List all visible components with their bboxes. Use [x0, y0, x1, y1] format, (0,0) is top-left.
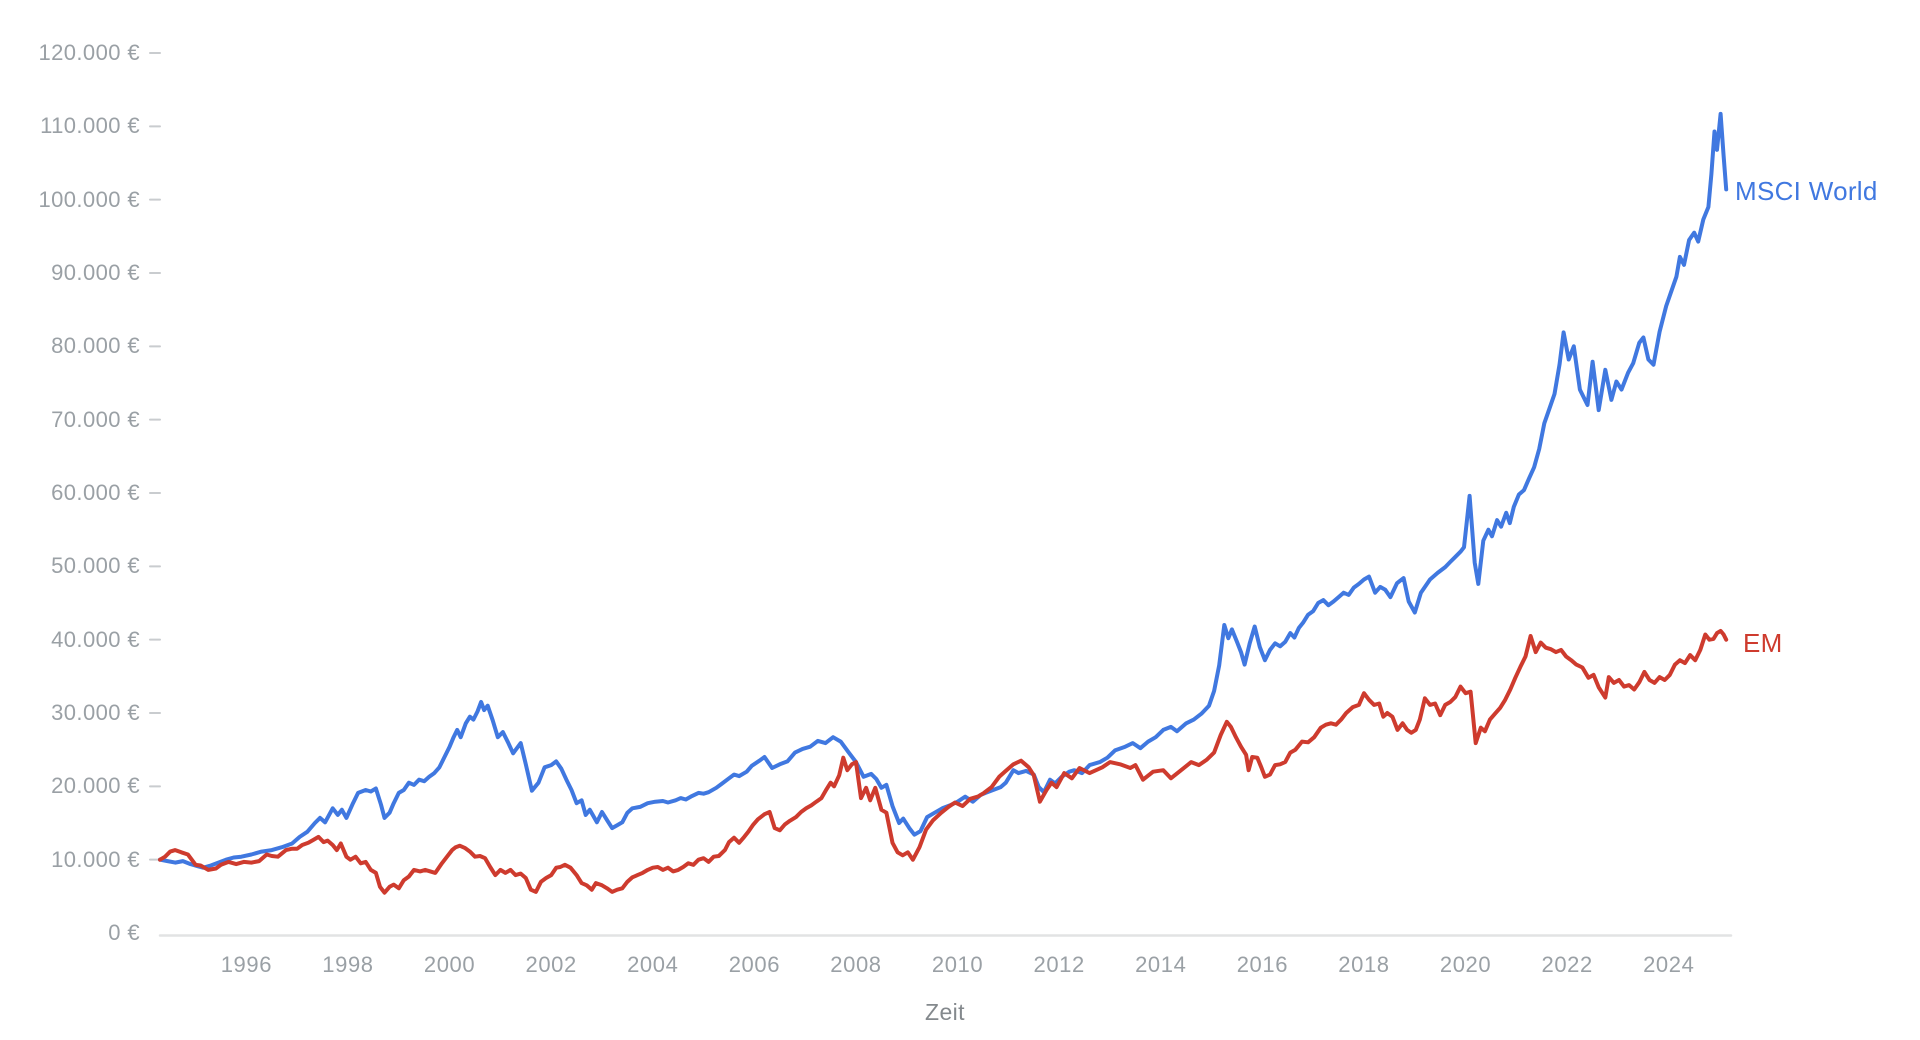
y-tick-label: 80.000 €: [51, 333, 140, 359]
x-tick-label: 2024: [1643, 952, 1695, 977]
x-tick-label: 2020: [1439, 952, 1492, 977]
y-tick-label: 110.000 €: [40, 113, 140, 139]
y-tick-label: 70.000 €: [51, 406, 140, 432]
x-tick-label: 2022: [1541, 952, 1593, 977]
y-tick-label: 30.000 €: [51, 700, 140, 725]
y-tick-label: 60.000 €: [51, 480, 140, 505]
x-tick-label: 2004: [627, 952, 679, 977]
y-tick-label: 10.000 €: [51, 846, 140, 872]
x-tick-label: 2012: [1033, 952, 1085, 977]
y-tick-label: 40.000 €: [51, 626, 140, 652]
x-tick-label: 2018: [1338, 952, 1390, 977]
y-tick-label: 90.000 €: [51, 260, 140, 285]
x-tick-label: 2008: [830, 952, 882, 977]
series-label-em: EM: [1743, 628, 1783, 658]
x-tick-label: 2006: [728, 952, 781, 977]
x-tick-label: 2014: [1135, 952, 1187, 977]
series-label-msci-world: MSCI World: [1735, 176, 1878, 206]
y-tick-label: 50.000 €: [51, 553, 140, 579]
x-tick-label: 2016: [1236, 952, 1289, 977]
y-tick-label: 120.000 €: [38, 40, 140, 65]
y-tick-label: 0 €: [108, 920, 140, 945]
y-tick-label: 20.000 €: [51, 773, 140, 799]
x-tick-label: 1996: [220, 952, 273, 977]
em-line: [158, 628, 1729, 895]
x-axis-title: Zeit: [925, 999, 965, 1025]
msci-world-line: [158, 111, 1729, 870]
x-tick-label: 2000: [423, 952, 476, 977]
y-tick-label: 100.000 €: [38, 186, 140, 212]
x-tick-label: 1998: [322, 952, 374, 977]
x-tick-label: 2002: [525, 952, 577, 977]
x-tick-label: 2010: [931, 952, 984, 977]
